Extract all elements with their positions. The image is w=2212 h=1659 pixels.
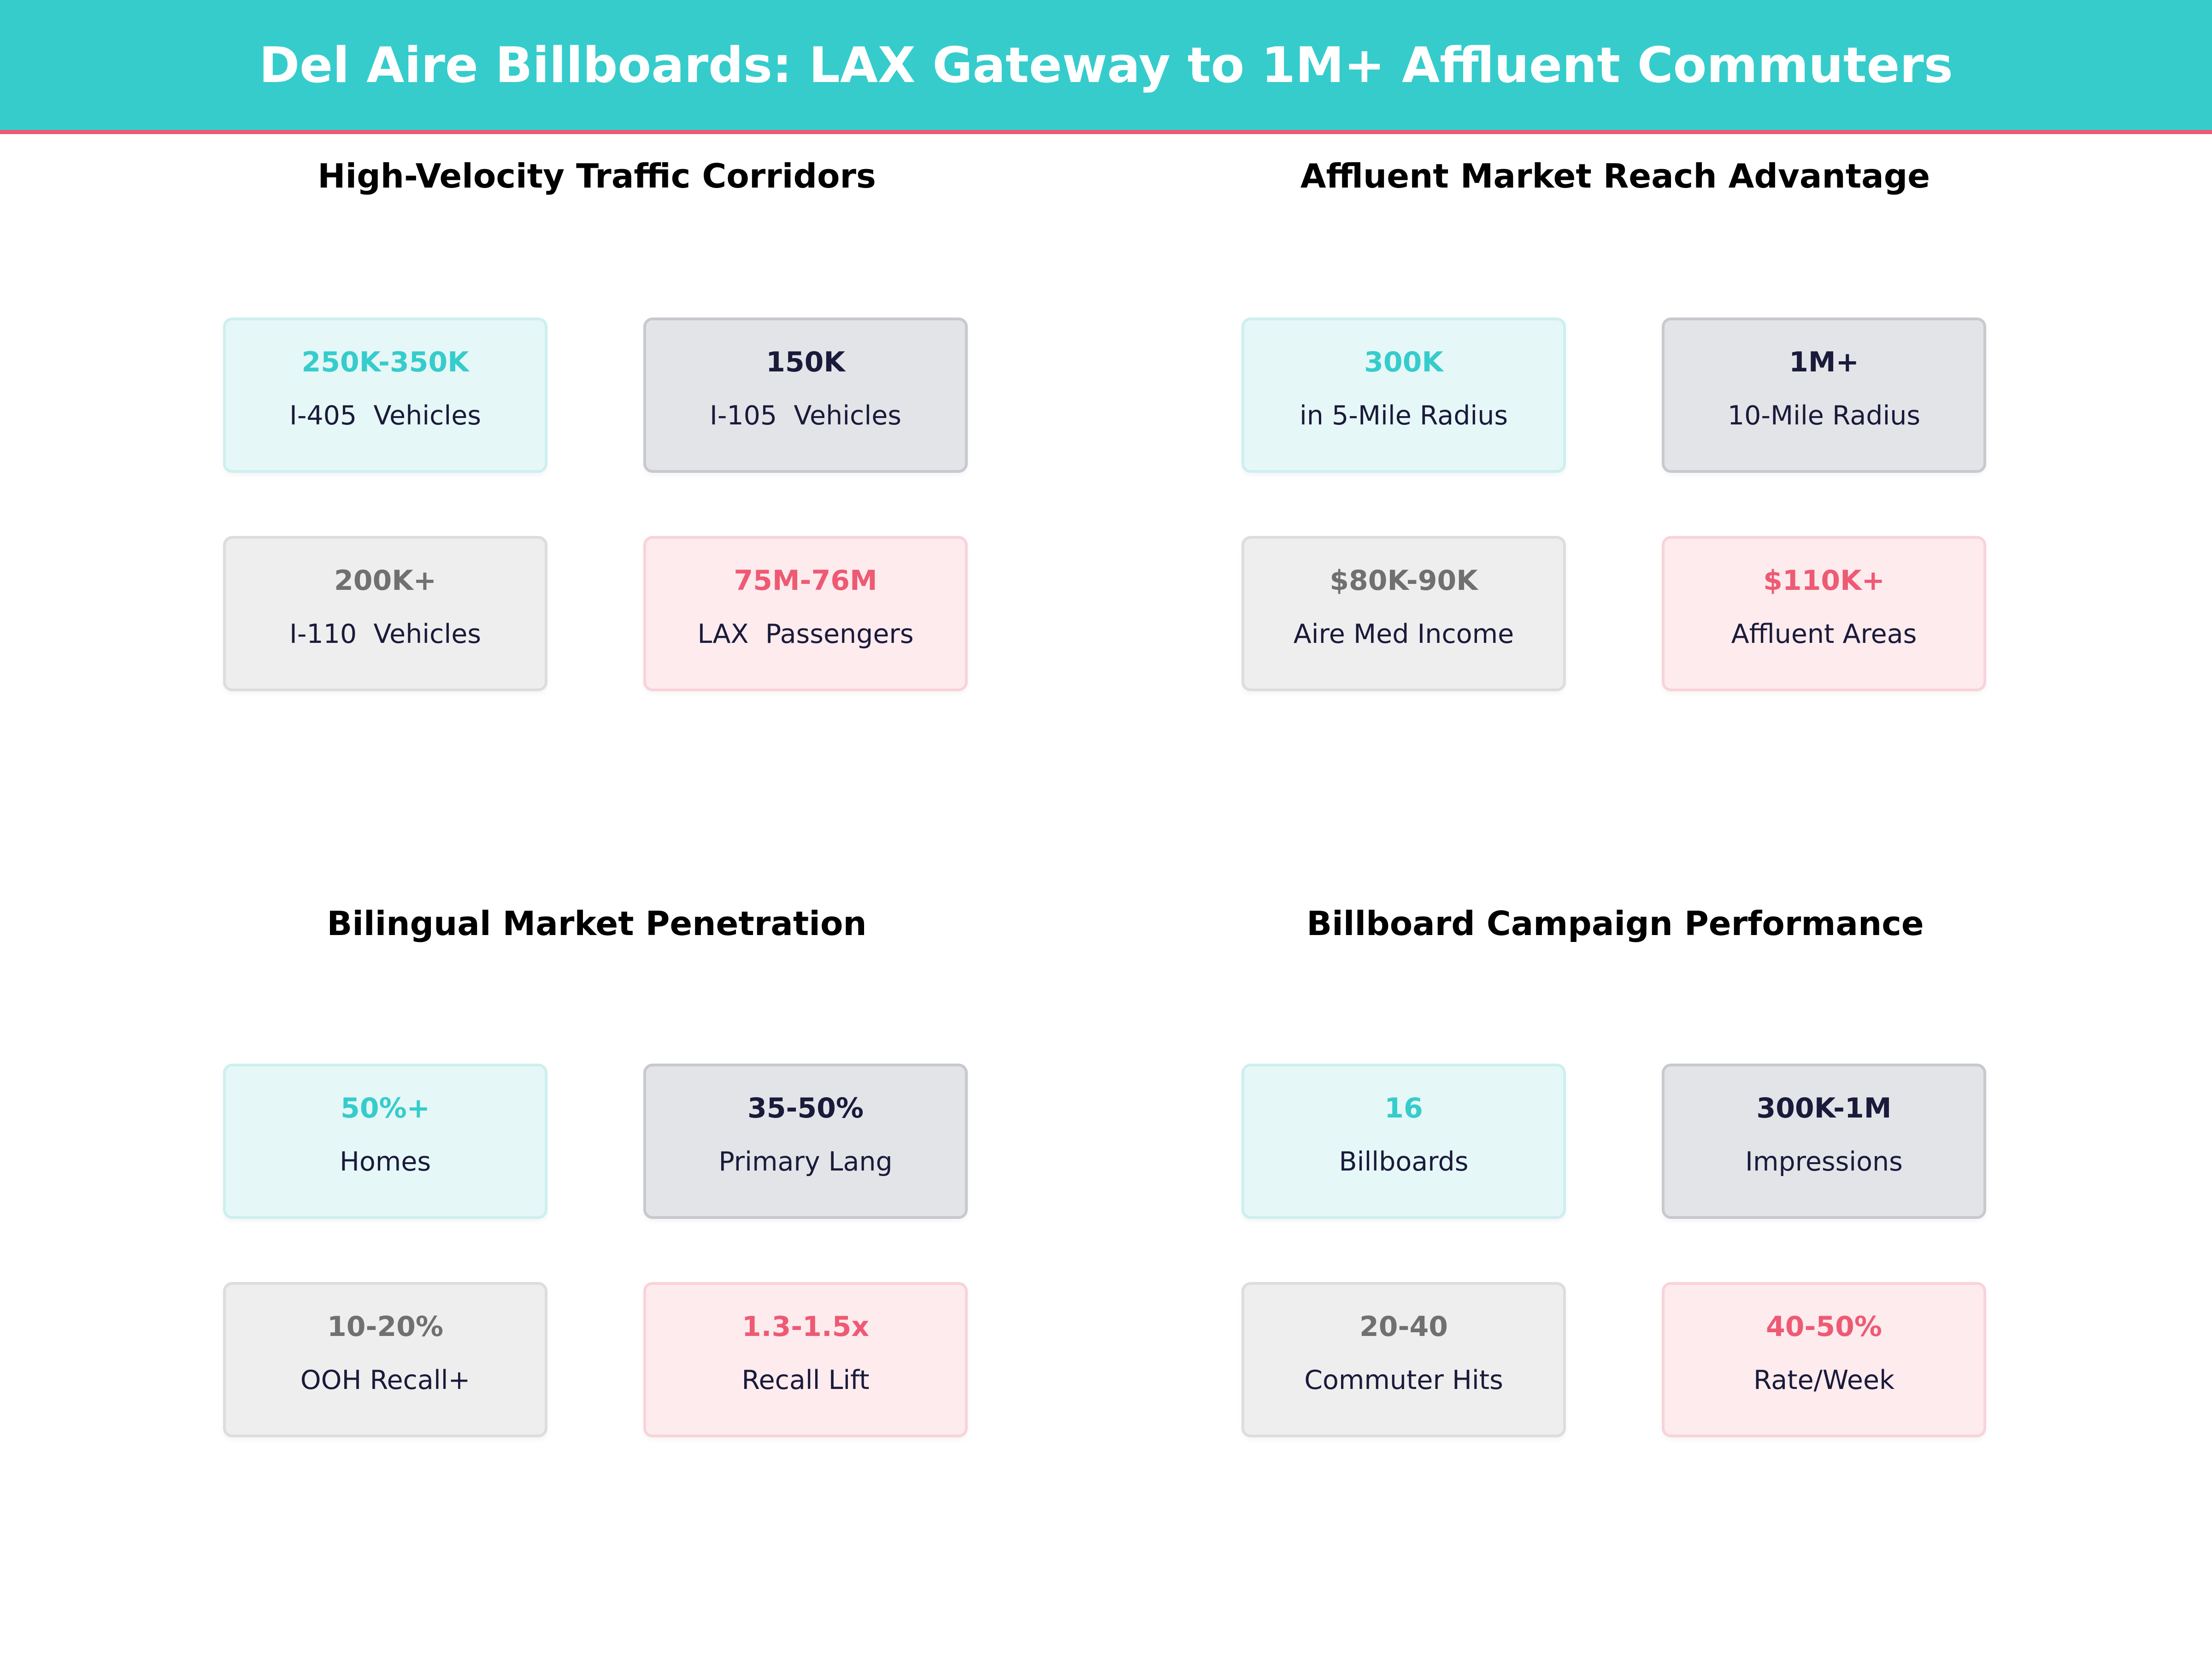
stat-card: 250K-350K I-405 Vehicles <box>223 318 547 473</box>
stat-label: I-110 Vehicles <box>289 619 481 649</box>
stat-card: 35-50% Primary Lang <box>643 1064 968 1219</box>
stat-label: I-105 Vehicles <box>710 400 901 431</box>
stat-label: 10-Mile Radius <box>1727 400 1921 431</box>
stat-label: LAX Passengers <box>697 619 914 649</box>
page-title: Del Aire Billboards: LAX Gateway to 1M+ … <box>259 36 1953 94</box>
stat-card: $110K+ Affluent Areas <box>1662 536 1986 691</box>
stat-card: 50%+ Homes <box>223 1064 547 1219</box>
stat-label: Primary Lang <box>718 1147 893 1177</box>
stat-label: Rate/Week <box>1753 1365 1895 1395</box>
header-banner: Del Aire Billboards: LAX Gateway to 1M+ … <box>0 0 2212 134</box>
stat-label: I-405 Vehicles <box>289 400 481 431</box>
stat-label: Affluent Areas <box>1731 619 1917 649</box>
stat-label: Aire Med Income <box>1293 619 1514 649</box>
stat-card: 40-50% Rate/Week <box>1662 1282 1986 1437</box>
stat-card: 300K in 5-Mile Radius <box>1241 318 1566 473</box>
stat-card: 75M-76M LAX Passengers <box>643 536 968 691</box>
panel-title: Bilingual Market Penetration <box>327 904 867 943</box>
stat-value: 200K+ <box>334 565 436 597</box>
stat-value: 50%+ <box>341 1092 430 1124</box>
stat-value: $80K-90K <box>1330 565 1478 597</box>
stat-value: 300K-1M <box>1756 1092 1892 1124</box>
stat-label: Recall Lift <box>741 1365 870 1395</box>
stat-card: 20-40 Commuter Hits <box>1241 1282 1566 1437</box>
stat-value: 20-40 <box>1359 1311 1448 1343</box>
stat-card: 150K I-105 Vehicles <box>643 318 968 473</box>
stat-value: 35-50% <box>747 1092 864 1124</box>
stat-value: 150K <box>766 346 845 378</box>
stat-value: 250K-350K <box>301 346 469 378</box>
stat-card: 300K-1M Impressions <box>1662 1064 1986 1219</box>
stat-value: $110K+ <box>1763 565 1885 597</box>
stat-value: 75M-76M <box>734 565 877 597</box>
stat-card: 10-20% OOH Recall+ <box>223 1282 547 1437</box>
panel-title: Billboard Campaign Performance <box>1306 904 1924 943</box>
stat-label: Billboards <box>1339 1147 1469 1177</box>
stat-card: 1M+ 10-Mile Radius <box>1662 318 1986 473</box>
stat-card: $80K-90K Aire Med Income <box>1241 536 1566 691</box>
stat-value: 16 <box>1384 1092 1423 1124</box>
panel-title: High-Velocity Traffic Corridors <box>318 157 876 195</box>
stat-label: in 5-Mile Radius <box>1299 400 1508 431</box>
stat-label: Commuter Hits <box>1304 1365 1503 1395</box>
stat-label: Impressions <box>1745 1147 1903 1177</box>
stat-card: 1.3-1.5x Recall Lift <box>643 1282 968 1437</box>
stat-value: 300K <box>1364 346 1443 378</box>
stat-label: Homes <box>339 1147 431 1177</box>
stat-card: 16 Billboards <box>1241 1064 1566 1219</box>
stat-value: 1.3-1.5x <box>741 1311 870 1343</box>
stat-value: 40-50% <box>1765 1311 1882 1343</box>
stat-value: 1M+ <box>1789 346 1859 378</box>
stat-card: 200K+ I-110 Vehicles <box>223 536 547 691</box>
stat-label: OOH Recall+ <box>300 1365 471 1395</box>
stat-value: 10-20% <box>327 1311 443 1343</box>
panel-title: Affluent Market Reach Advantage <box>1300 157 1930 195</box>
